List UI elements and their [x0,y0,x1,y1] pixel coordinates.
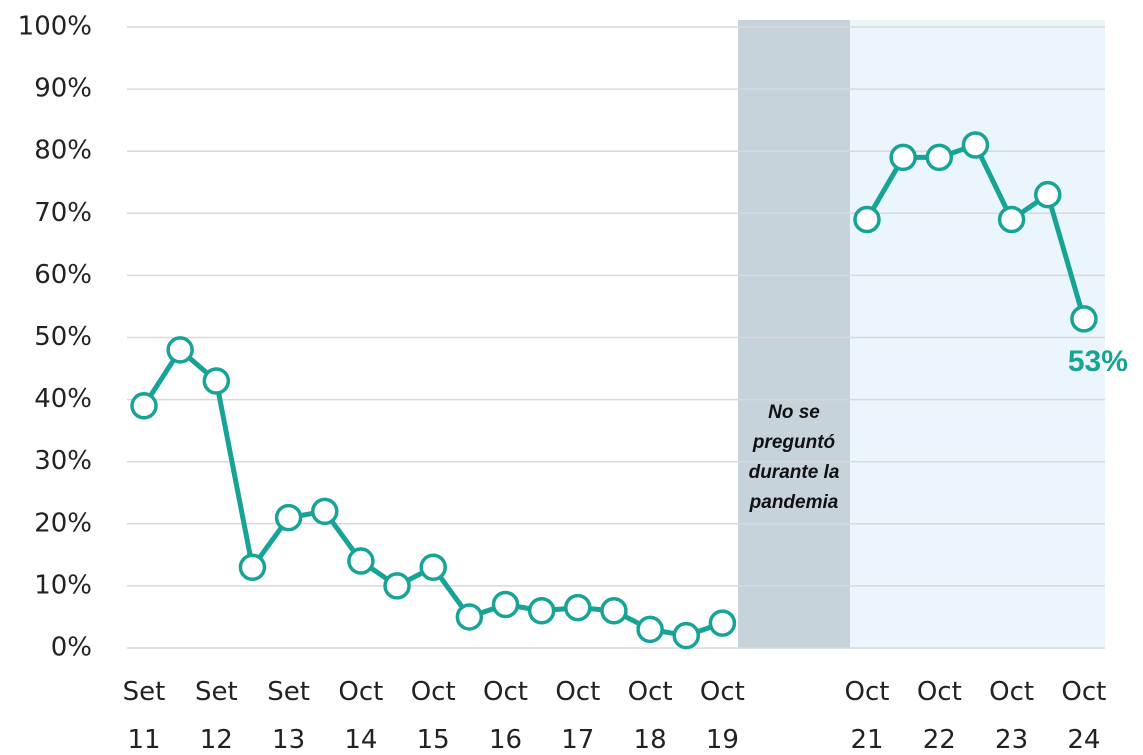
point [708,609,737,637]
point [636,615,664,644]
point [491,590,520,619]
x-tick-label: Oct 15 [410,677,456,755]
y-tick-label: 100% [18,12,92,42]
point [311,497,339,526]
point [130,392,158,420]
data-label: 53% [1068,345,1128,378]
point [166,336,194,364]
point [564,593,592,622]
point [419,553,447,582]
point [347,547,375,575]
highlight-band [850,20,1105,648]
x-tick-label: Oct 19 [699,677,745,755]
y-tick-label: 90% [34,74,92,104]
y-tick-label: 60% [34,260,92,290]
point [1070,305,1098,333]
y-tick-label: 40% [34,384,92,414]
annotation: No se preguntó durante la pandemia [748,402,840,513]
point [672,621,700,650]
point [925,143,954,172]
x-tick-label: Oct 24 [1061,677,1107,755]
point [455,603,484,631]
x-tick-label: Oct 16 [483,677,528,755]
y-tick-label: 10% [34,570,92,600]
point [1034,180,1062,209]
point [238,553,267,582]
point [383,572,411,600]
point [997,205,1026,234]
point [889,143,917,172]
x-tick-label: Set 12 [194,677,238,755]
x-tick-label: Oct 23 [989,677,1035,755]
x-tick-label: Oct 22 [916,677,962,755]
gap-band [738,20,850,648]
x-tick-label: Set 11 [122,677,166,755]
y-tick-label: 50% [34,322,92,352]
x-tick-label: Set 13 [267,677,310,755]
x-tick-label: Oct 18 [627,677,673,755]
y-tick-label: 0% [51,633,92,663]
x-tick-label: Oct 17 [555,677,601,755]
y-tick-label: 80% [34,136,92,166]
point [853,205,881,234]
x-tick-label: Oct 14 [338,677,384,755]
y-tick-label: 20% [34,508,92,538]
point [274,503,303,532]
point [202,367,231,395]
point [527,596,556,625]
y-tick-label: 70% [34,198,92,228]
point [961,131,990,159]
x-tick-label: Oct 21 [844,677,890,755]
point [600,596,628,625]
y-tick-label: 30% [34,446,92,476]
